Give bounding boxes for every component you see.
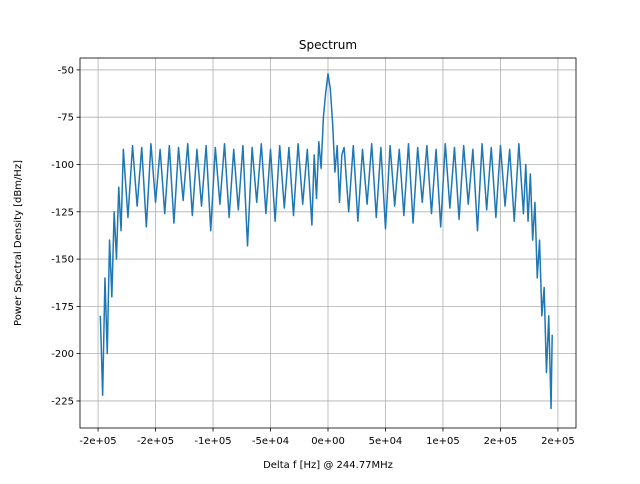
y-axis-label: Power Spectral Density [dBm/Hz] — [13, 160, 24, 326]
x-axis-label: Delta f [Hz] @ 244.77MHz — [263, 460, 393, 471]
y-tick-label: -100 — [51, 160, 74, 171]
y-tick-label: -225 — [51, 396, 74, 407]
y-tick-label: -125 — [51, 207, 74, 218]
x-tick-label: 5e+04 — [369, 436, 403, 447]
y-tick-label: -75 — [58, 113, 74, 124]
x-tick-label: 0e+00 — [311, 436, 345, 447]
x-tick-label: -1e+05 — [194, 436, 231, 447]
y-tick-label: -200 — [51, 349, 74, 360]
y-tick-label: -150 — [51, 255, 74, 266]
y-tick-label: -175 — [51, 302, 74, 313]
x-tick-label: -5e+04 — [252, 436, 289, 447]
x-tick-label: -2e+05 — [79, 436, 116, 447]
plot-frame — [79, 57, 577, 429]
x-tick-label: 2e+05 — [484, 436, 518, 447]
y-tick-label: -50 — [58, 65, 74, 76]
x-tick-label: -2e+05 — [137, 436, 174, 447]
chart-title: Spectrum — [299, 38, 357, 52]
spectrum-line — [99, 72, 553, 410]
x-tick-label: 1e+05 — [426, 436, 460, 447]
x-tick-label: 2e+05 — [541, 436, 575, 447]
